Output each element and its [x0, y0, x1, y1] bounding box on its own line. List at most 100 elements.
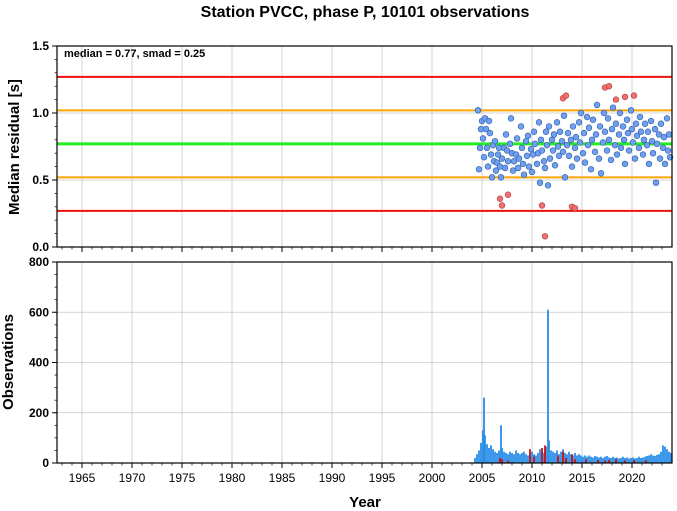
x-tick-label: 1995: [369, 471, 396, 485]
residual-point: [479, 135, 487, 142]
residual-point: [522, 137, 530, 145]
observation-bar: [652, 455, 654, 463]
residual-point: [588, 136, 596, 144]
outlier-point: [498, 202, 506, 209]
residual-point: [509, 167, 517, 174]
outlier-point: [605, 82, 613, 90]
residual-point: [592, 131, 600, 138]
residual-point: [537, 136, 545, 144]
outlier-bar: [541, 447, 543, 463]
residual-point: [497, 174, 505, 181]
observation-bar: [590, 456, 592, 463]
residual-point: [510, 158, 518, 165]
residual-point: [544, 182, 552, 189]
residual-point: [484, 163, 492, 170]
residual-point: [651, 125, 659, 133]
residual-point: [498, 155, 506, 162]
top-scatter-points: [474, 82, 674, 240]
outlier-bar: [615, 459, 617, 463]
observation-bar: [496, 452, 498, 463]
observation-bar: [548, 440, 550, 463]
x-tick-label: 2010: [519, 471, 546, 485]
bottom-y-tick-label: 0: [42, 456, 49, 470]
residual-point: [640, 136, 648, 144]
residual-point: [576, 139, 584, 146]
residual-point: [629, 139, 637, 146]
observation-bar: [610, 457, 612, 463]
observation-bar: [632, 457, 634, 463]
x-tick-label: 2000: [419, 471, 446, 485]
observation-bar: [558, 454, 560, 463]
observation-bar: [501, 447, 503, 463]
observation-bar: [539, 449, 541, 463]
chart-title: Station PVCC, phase P, 10101 observation…: [201, 4, 530, 21]
observation-bar: [550, 450, 552, 463]
observation-bar: [564, 452, 566, 463]
residual-point: [584, 141, 592, 149]
top-y-tick-label: 1.0: [32, 106, 49, 120]
observation-bar: [523, 451, 525, 463]
observation-bar: [543, 452, 545, 463]
residual-point: [540, 158, 548, 165]
residual-point: [518, 144, 526, 152]
top-plot-frame: [56, 45, 673, 248]
observation-bar: [586, 456, 588, 463]
residual-point: [571, 144, 579, 152]
observation-bar: [511, 452, 513, 463]
outlier-bar: [608, 459, 610, 463]
outlier-bar: [529, 449, 531, 463]
bottom-y-tick-label: 800: [29, 255, 49, 269]
observation-bar: [614, 457, 616, 463]
outlier-bar: [501, 459, 503, 463]
outlier-point: [538, 202, 546, 209]
residual-point: [624, 129, 632, 137]
stats-annotation: median = 0.77, smad = 0.25: [64, 48, 205, 60]
residual-point: [660, 133, 668, 141]
residual-point: [554, 143, 562, 150]
observation-bar: [574, 452, 576, 463]
residual-point: [595, 155, 603, 162]
residual-point: [507, 115, 515, 122]
x-tick-label: 1985: [269, 471, 296, 485]
residual-point: [611, 141, 619, 149]
residual-point: [567, 136, 575, 144]
observation-bar: [606, 455, 608, 463]
residual-point: [564, 129, 572, 137]
residual-point: [502, 131, 510, 138]
observation-bar: [600, 456, 602, 463]
residual-point: [596, 123, 604, 130]
residual-point: [569, 123, 577, 130]
observation-bar: [483, 397, 485, 463]
observation-bar: [476, 454, 478, 463]
bottom-y-tick-label: 200: [29, 406, 49, 420]
residual-point: [636, 113, 644, 121]
residual-point: [620, 136, 628, 144]
residual-point: [549, 147, 557, 154]
residual-point: [558, 137, 566, 145]
residual-point: [657, 120, 665, 127]
outlier-bar: [604, 460, 606, 463]
residual-point: [605, 136, 613, 144]
residual-point: [548, 136, 556, 144]
observation-bar: [588, 455, 590, 463]
observation-bar: [660, 451, 662, 463]
observation-bar: [666, 449, 668, 463]
observation-bar: [500, 425, 502, 463]
residual-point: [568, 163, 576, 170]
residual-point: [659, 144, 667, 152]
observation-bar: [537, 452, 539, 463]
residual-point: [619, 123, 627, 130]
residual-point: [541, 164, 549, 172]
residual-point: [585, 124, 593, 131]
residual-point: [583, 113, 591, 121]
observation-bar: [602, 457, 604, 463]
outlier-point: [630, 92, 638, 99]
residual-point: [551, 162, 559, 169]
residual-point: [655, 131, 663, 138]
bottom-bars: [474, 309, 672, 463]
residual-point: [652, 179, 660, 186]
observation-bar: [648, 455, 650, 463]
residual-point: [504, 158, 512, 165]
residual-point: [597, 170, 605, 177]
observation-bar: [580, 455, 582, 463]
